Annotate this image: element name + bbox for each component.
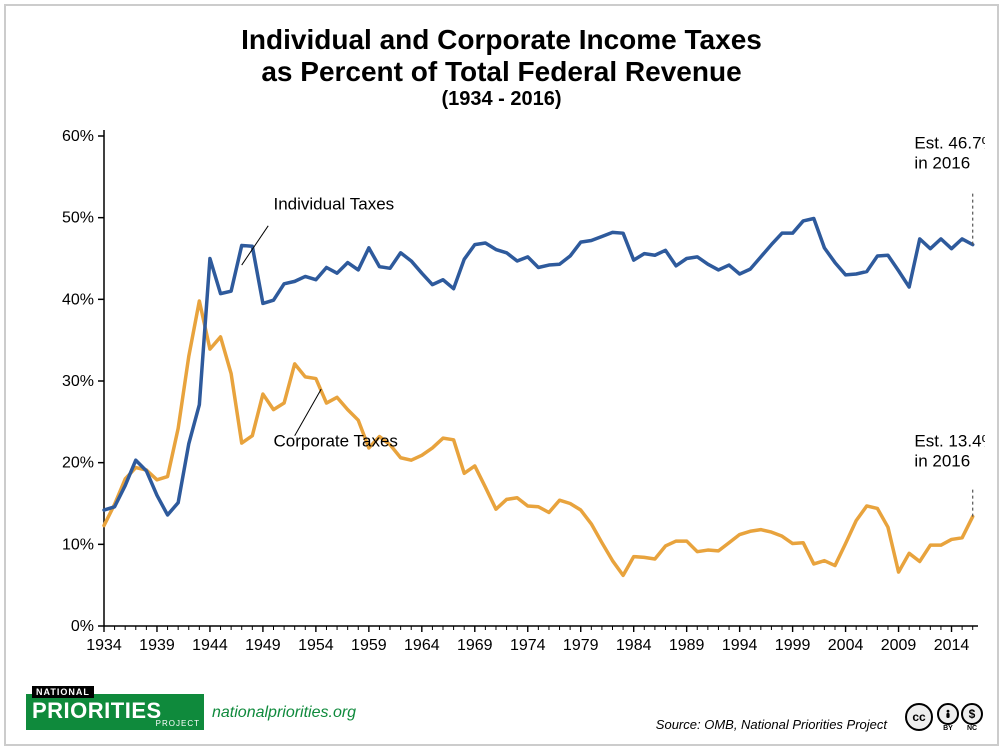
title-subtitle: (1934 - 2016): [6, 88, 997, 111]
cc-by-stack: BY: [937, 703, 959, 732]
cc-by-label: BY: [943, 725, 953, 732]
cc-nc-stack: $ NC: [961, 703, 983, 732]
svg-text:Corporate Taxes: Corporate Taxes: [274, 431, 398, 450]
source-text: Source: OMB, National Priorities Project: [656, 717, 887, 732]
title-line-2: as Percent of Total Federal Revenue: [6, 56, 997, 88]
chart-title-block: Individual and Corporate Income Taxes as…: [6, 24, 997, 111]
svg-text:1979: 1979: [563, 637, 599, 654]
svg-text:1934: 1934: [86, 637, 122, 654]
svg-text:Est. 46.7%: Est. 46.7%: [914, 133, 985, 152]
footer: NATIONAL PRIORITIES PROJECT nationalprio…: [6, 688, 997, 744]
logo-priorities: PRIORITIES: [26, 694, 204, 722]
line-chart-svg: 0% 10% 20% 30% 40% 50% 60% 1934 1939 1944 1949 1954…: [30, 116, 985, 676]
svg-text:30%: 30%: [62, 373, 94, 390]
chart-area: 0% 10% 20% 30% 40% 50% 60% 1934 1939 1944 1949 1954…: [30, 116, 985, 676]
svg-text:1984: 1984: [616, 637, 652, 654]
svg-text:2004: 2004: [828, 637, 864, 654]
npp-logo: NATIONAL PRIORITIES PROJECT: [26, 694, 204, 730]
svg-text:1944: 1944: [192, 637, 228, 654]
svg-text:50%: 50%: [62, 210, 94, 227]
logo-project: PROJECT: [156, 719, 200, 728]
svg-text:10%: 10%: [62, 536, 94, 553]
svg-text:40%: 40%: [62, 291, 94, 308]
svg-text:Est. 13.4%: Est. 13.4%: [914, 431, 985, 450]
chart-frame: Individual and Corporate Income Taxes as…: [4, 4, 999, 746]
logo-national: NATIONAL: [32, 686, 94, 698]
cc-license-badges: cc BY $ NC: [905, 703, 983, 732]
cc-icon: cc: [905, 703, 933, 731]
svg-text:1969: 1969: [457, 637, 493, 654]
svg-text:1959: 1959: [351, 637, 387, 654]
svg-text:2014: 2014: [934, 637, 970, 654]
svg-text:20%: 20%: [62, 455, 94, 472]
svg-text:1939: 1939: [139, 637, 175, 654]
svg-text:1999: 1999: [775, 637, 811, 654]
svg-text:Individual Taxes: Individual Taxes: [274, 195, 395, 214]
svg-text:in 2016: in 2016: [914, 153, 970, 172]
svg-text:60%: 60%: [62, 128, 94, 145]
svg-text:1954: 1954: [298, 637, 334, 654]
svg-text:in 2016: in 2016: [914, 451, 970, 470]
title-line-1: Individual and Corporate Income Taxes: [6, 24, 997, 56]
cc-nc-icon: $: [961, 703, 983, 725]
svg-text:2009: 2009: [881, 637, 917, 654]
cc-nc-label: NC: [967, 725, 977, 732]
org-url: nationalpriorities.org: [212, 704, 356, 722]
svg-text:1994: 1994: [722, 637, 758, 654]
svg-text:0%: 0%: [71, 618, 94, 635]
svg-text:1989: 1989: [669, 637, 705, 654]
svg-text:1974: 1974: [510, 637, 546, 654]
cc-by-icon: [937, 703, 959, 725]
svg-text:1964: 1964: [404, 637, 440, 654]
svg-text:1949: 1949: [245, 637, 281, 654]
